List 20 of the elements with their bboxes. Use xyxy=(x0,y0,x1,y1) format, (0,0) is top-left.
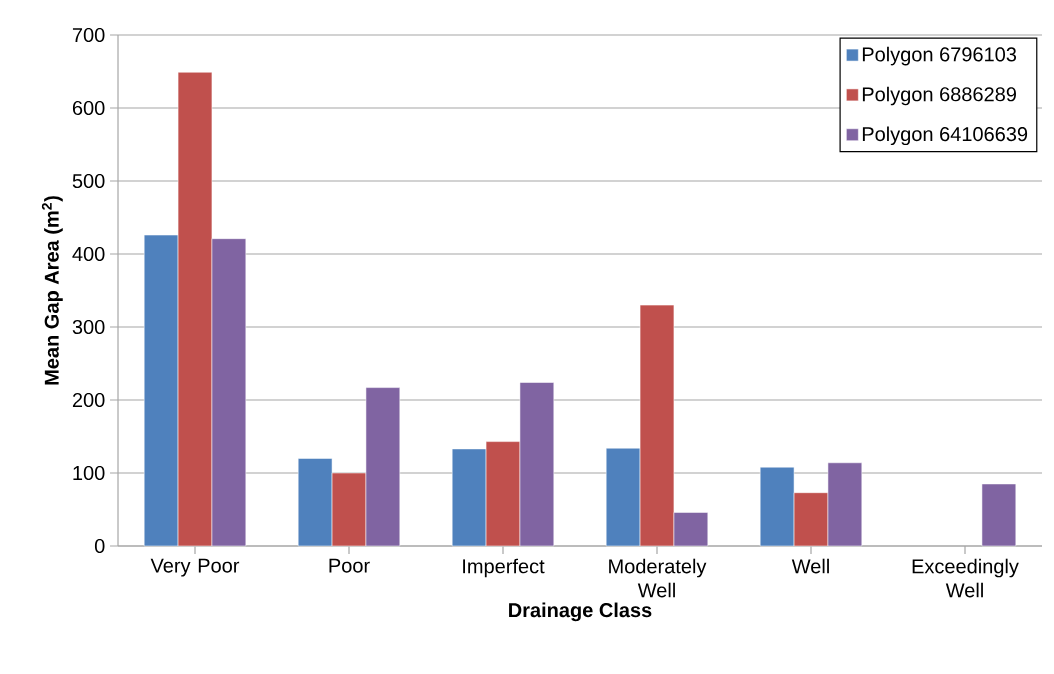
y-axis-title: Mean Gap Area (m$^{2}$) xyxy=(41,196,63,385)
x-tick-label: Very Poor xyxy=(150,558,240,577)
legend-label: Polygon 6796103 xyxy=(862,46,1017,66)
x-tick-label: Imperfect xyxy=(463,558,545,578)
y-tick-label: 500 xyxy=(72,173,105,189)
y-tick-label: 300 xyxy=(72,319,105,335)
y-tick-label: 100 xyxy=(73,465,105,481)
bar xyxy=(981,483,1017,547)
y-tick-label: 200 xyxy=(72,392,105,408)
x-tick-label: Well xyxy=(791,558,829,574)
legend-label: Polygon 64106639 xyxy=(862,126,1028,146)
x-axis-title: Drainage Class xyxy=(509,602,652,622)
y-tick-label: 0 xyxy=(94,538,105,554)
y-tick-label: 700 xyxy=(72,27,105,43)
x-tick-label: Exceedingly Well xyxy=(912,558,1019,598)
legend-label: Polygon 6886289 xyxy=(862,86,1016,106)
y-tick-label: 400 xyxy=(72,246,105,262)
x-tick-label: Poor xyxy=(329,558,370,573)
x-tick-label: Moderately Well xyxy=(609,558,707,598)
y-tick-label: 600 xyxy=(72,100,105,116)
